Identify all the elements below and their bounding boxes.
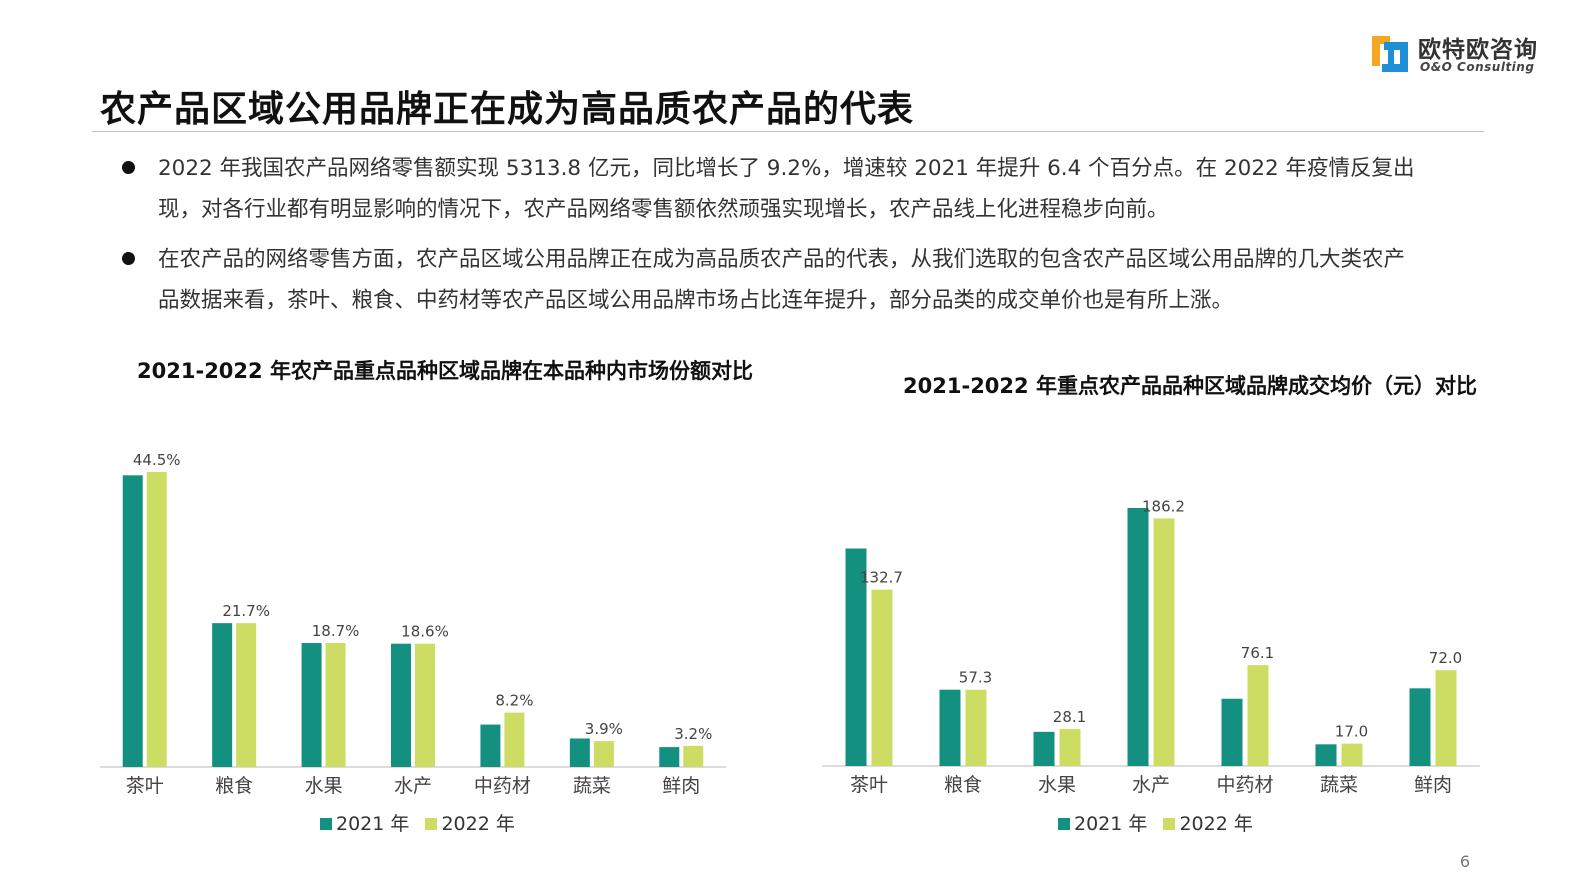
logo-en-text: O&O Consulting — [1420, 60, 1535, 74]
x-tick-label: 水产 — [394, 775, 432, 797]
bullet-dot-icon — [122, 161, 135, 174]
bar-2021 — [1315, 744, 1337, 766]
bar-2022 — [146, 472, 167, 767]
legend-item-2022: 2022 年 — [1163, 809, 1253, 836]
legend-label: 2021 年 — [336, 813, 410, 835]
data-label: 28.1 — [1053, 708, 1086, 726]
x-tick-label: 水产 — [1132, 774, 1170, 796]
chart-title: 2021-2022 年重点农产品品种区域品牌成交均价（元）对比 — [903, 374, 1477, 398]
legend-item-2021: 2021 年 — [1058, 809, 1147, 836]
brand-logo: 欧特欧咨询 O&O Consulting — [1368, 26, 1558, 82]
bar-2022 — [504, 712, 525, 767]
bar-2021 — [659, 747, 680, 767]
x-tick-label: 中药材 — [474, 775, 531, 797]
market-share-plot: 44.5% 茶叶 21.7% 粮食 18.7% 水果 18.6% 水产 8.2% 中药材 3.9% 蔬… — [100, 451, 726, 797]
x-tick-label: 蔬菜 — [1320, 774, 1358, 796]
data-label: 18.6% — [401, 623, 449, 641]
data-label: 76.1 — [1241, 644, 1274, 662]
x-tick-label: 鲜肉 — [1414, 774, 1452, 796]
bar-2021 — [569, 738, 590, 767]
data-label: 8.2% — [495, 692, 533, 710]
x-tick-label: 水果 — [305, 775, 343, 797]
legend-item-2022: 2022 年 — [425, 809, 515, 836]
bar-2021 — [122, 475, 143, 767]
data-label: 17.0 — [1335, 723, 1368, 741]
data-label: 3.2% — [674, 725, 712, 743]
bar-2021 — [1409, 688, 1431, 766]
bar-2021 — [939, 689, 961, 766]
x-tick-label: 蔬菜 — [573, 775, 611, 797]
bar-2021 — [391, 643, 411, 767]
bullet-dot-icon — [122, 252, 135, 265]
logo-cn-text: 欧特欧咨询 — [1418, 37, 1538, 63]
x-tick-label: 粮食 — [944, 774, 982, 796]
data-label: 21.7% — [222, 602, 270, 620]
legend-swatch-2022 — [1163, 818, 1176, 830]
bar-2022 — [871, 589, 893, 766]
bullet-item: 在农产品的网络零售方面，农产品区域公用品牌正在成为高品质农产品的代表，从我们选取… — [120, 239, 1420, 321]
legend-label: 2022 年 — [441, 813, 515, 835]
bar-2022 — [415, 643, 435, 767]
page-title: 农产品区域公用品牌正在成为高品质农产品的代表 — [100, 89, 915, 130]
bar-2021 — [845, 548, 867, 766]
bar-2022 — [325, 643, 346, 767]
bullet-text: 2022 年我国农产品网络零售额实现 5313.8 亿元，同比增长了 9.2%，… — [158, 156, 1415, 222]
data-label: 72.0 — [1429, 649, 1462, 667]
legend-swatch-2021 — [320, 818, 332, 830]
data-label: 186.2 — [1142, 497, 1185, 515]
bar-2022 — [1059, 728, 1081, 766]
bar-2022 — [1153, 518, 1175, 766]
data-label: 132.7 — [860, 569, 903, 587]
legend-label: 2021 年 — [1074, 813, 1148, 835]
bullet-text: 在农产品的网络零售方面，农产品区域公用品牌正在成为高品质农产品的代表，从我们选取… — [158, 247, 1406, 313]
bar-2021 — [212, 623, 233, 767]
bar-2022 — [965, 689, 987, 766]
bar-2022 — [1247, 665, 1269, 766]
data-label: 57.3 — [959, 669, 992, 687]
chart-title: 2021-2022 年农产品重点品种区域品牌在本品种内市场份额对比 — [137, 359, 753, 383]
bullet-list: 2022 年我国农产品网络零售额实现 5313.8 亿元，同比增长了 9.2%，… — [120, 148, 1420, 330]
x-tick-label: 中药材 — [1216, 774, 1273, 796]
x-tick-label: 水果 — [1038, 774, 1076, 796]
bar-2021 — [480, 724, 501, 767]
avg-price-chart: 132.7 茶叶 57.3 粮食 28.1 水果 186.2 水产 76.1 中药材 17.0 蔬菜 7… — [810, 350, 1490, 850]
logo-mark-icon — [1372, 36, 1408, 72]
x-tick-label: 鲜肉 — [662, 775, 700, 797]
chart-legend: 2021 年 2022 年 — [1058, 809, 1263, 836]
x-tick-label: 茶叶 — [126, 775, 164, 797]
market-share-chart: 44.5% 茶叶 21.7% 粮食 18.7% 水果 18.6% 水产 8.2% 中药材 3.9% 蔬… — [90, 350, 753, 850]
chart-legend: 2021 年 2022 年 — [320, 809, 525, 836]
bar-2021 — [1221, 698, 1243, 766]
bar-2021 — [1127, 508, 1149, 766]
x-tick-label: 粮食 — [215, 775, 253, 797]
legend-label: 2022 年 — [1179, 813, 1253, 835]
bar-2022 — [593, 741, 614, 767]
bullet-item: 2022 年我国农产品网络零售额实现 5313.8 亿元，同比增长了 9.2%，… — [120, 148, 1420, 230]
bar-2021 — [301, 643, 322, 767]
x-tick-label: 茶叶 — [850, 774, 888, 796]
data-label: 3.9% — [585, 720, 623, 738]
bar-2021 — [1033, 731, 1055, 766]
legend-swatch-2022 — [425, 818, 438, 830]
avg-price-plot: 132.7 茶叶 57.3 粮食 28.1 水果 186.2 水产 76.1 中药材 17.0 蔬菜 7… — [822, 497, 1480, 796]
legend-item-2021: 2021 年 — [320, 809, 409, 836]
bar-2022 — [683, 745, 704, 767]
data-label: 18.7% — [312, 622, 360, 640]
bar-2022 — [236, 623, 257, 767]
title-divider — [92, 131, 1484, 132]
bar-2022 — [1341, 743, 1363, 766]
page-number: 6 — [1459, 852, 1470, 871]
legend-swatch-2021 — [1058, 818, 1070, 830]
data-label: 44.5% — [133, 451, 181, 469]
bar-2022 — [1435, 670, 1457, 766]
